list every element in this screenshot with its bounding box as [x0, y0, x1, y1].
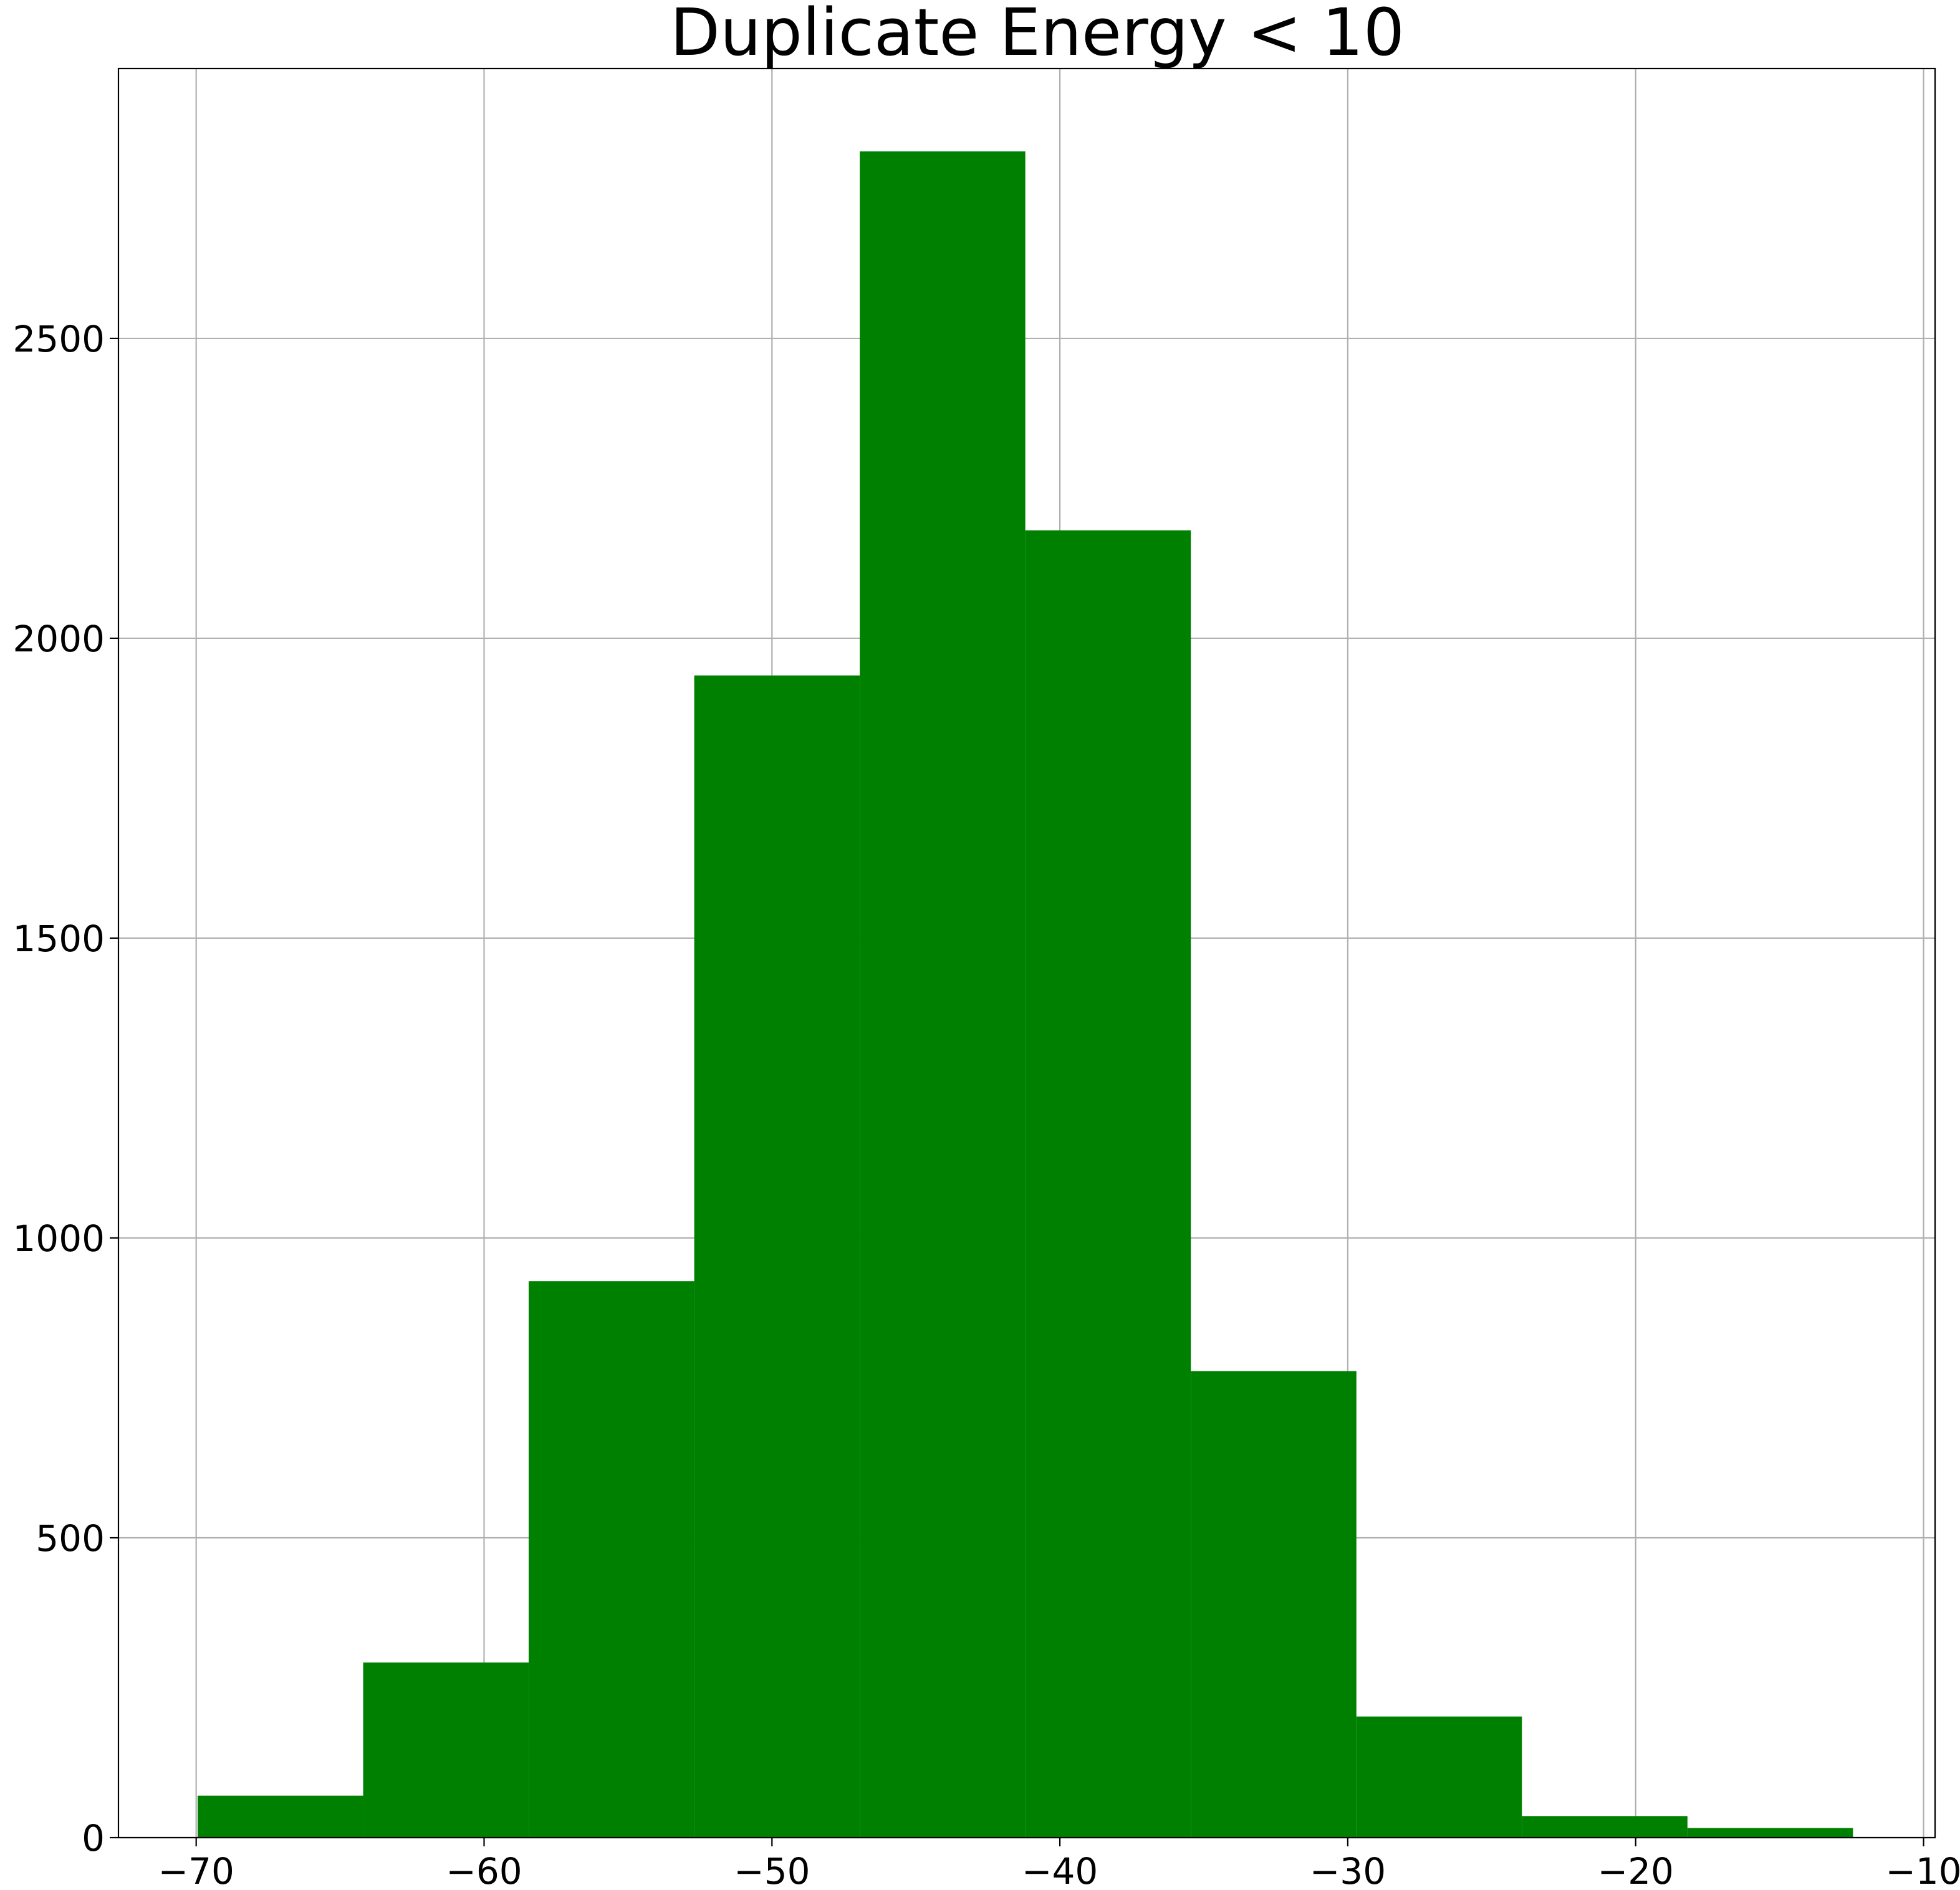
histogram-bar-3: [694, 675, 860, 1838]
x-tick-label-2: −50: [734, 1850, 810, 1890]
x-tick-label-3: −40: [1022, 1850, 1098, 1890]
x-tick-label-0: −70: [158, 1850, 234, 1890]
histogram-bar-2: [529, 1281, 694, 1838]
x-tick-label-5: −20: [1598, 1850, 1674, 1890]
histogram-bar-4: [860, 151, 1026, 1838]
histogram-bar-0: [197, 1795, 363, 1838]
histogram-bar-9: [1687, 1828, 1853, 1838]
bars-layer: [197, 151, 1853, 1838]
y-tick-label-1: 500: [36, 1517, 105, 1560]
histogram-bar-6: [1191, 1371, 1357, 1838]
histogram-bar-5: [1025, 530, 1191, 1838]
x-tick-label-1: −60: [446, 1850, 522, 1890]
histogram-bar-1: [363, 1662, 529, 1838]
x-tick-label-4: −30: [1310, 1850, 1386, 1890]
axes-layer: −70 −60 −50 −40 −30 −20 −10 0 500 1000 1500 2000 250…: [12, 67, 1960, 1890]
plot-frame: [117, 67, 1936, 1839]
y-tick-label-4: 2000: [12, 618, 105, 660]
y-tick-label-3: 1500: [12, 918, 105, 960]
chart-title: Duplicate Energy < 10: [670, 0, 1405, 70]
y-tick-label-0: 0: [82, 1817, 105, 1859]
y-tick-label-2: 1000: [12, 1217, 105, 1260]
y-tick-label-5: 2500: [12, 318, 105, 360]
histogram-bar-7: [1356, 1716, 1522, 1838]
x-tick-label-6: −10: [1885, 1850, 1960, 1890]
histogram-bar-8: [1522, 1816, 1688, 1838]
